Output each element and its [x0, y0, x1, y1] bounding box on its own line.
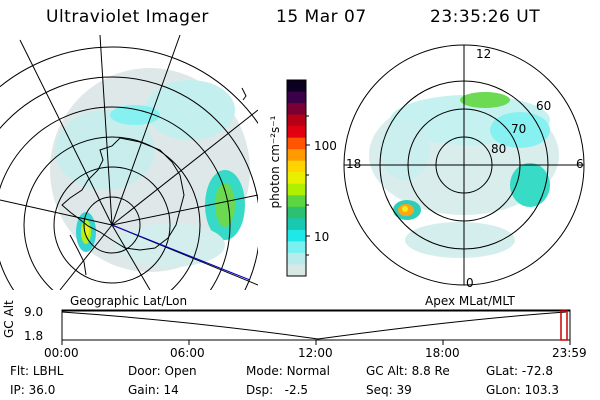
timeline-x-tick-2359: 23:59	[552, 346, 587, 360]
mag-mlt-lines	[344, 45, 584, 285]
mlt-label-6: 6	[576, 157, 584, 171]
colorbar-band	[287, 114, 306, 127]
colorbar-tick-10: 10	[314, 230, 330, 244]
mlat-label-70: 70	[511, 122, 527, 136]
status-seq: Seq: 39	[366, 383, 412, 397]
mlt-label-18: 18	[346, 157, 362, 171]
status-gain: Gain: 14	[128, 383, 179, 397]
image-date: 15 Mar 07	[276, 7, 367, 27]
colorbar-band	[287, 229, 306, 242]
timeline-x-tick-0000: 00:00	[44, 346, 79, 360]
colorbar	[287, 80, 306, 277]
colorbar-band	[287, 160, 306, 173]
colorbar-band	[287, 137, 306, 150]
instrument-title: Ultraviolet Imager	[46, 7, 209, 27]
colorbar-tick-100: 100	[314, 139, 337, 153]
timeline-y-tick-high: 9.0	[24, 305, 44, 319]
status-gc-alt: GC Alt: 8.8 Re	[366, 364, 450, 378]
colorbar-band	[287, 183, 306, 196]
timeline-y-axis-label: GC Alt	[2, 300, 16, 338]
mlat-label-80: 80	[491, 142, 507, 156]
status-door: Door: Open	[128, 364, 197, 378]
colorbar-band	[287, 241, 306, 254]
colorbar-band	[287, 172, 306, 185]
colorbar-band	[287, 80, 306, 93]
colorbar-frame	[286, 79, 307, 277]
altitude-timeline	[61, 309, 571, 345]
coastline-island	[241, 87, 247, 101]
colorbar-band	[287, 126, 306, 139]
geo-latitude-circles	[0, 46, 258, 290]
geographic-caption: Geographic Lat/Lon	[70, 294, 188, 308]
colorbar-band	[287, 91, 306, 104]
timeline-x-tick-1200: 12:00	[298, 346, 333, 360]
geographic-map	[0, 34, 258, 290]
image-time: 23:35:26 UT	[430, 7, 541, 27]
colorbar-band	[287, 195, 306, 208]
status-ip: IP: 36.0	[10, 383, 56, 397]
timeline-x-ticks	[61, 340, 571, 345]
status-mode: Mode: Normal	[246, 364, 330, 378]
sun-direction-line	[111, 224, 251, 281]
mlt-label-0: 0	[466, 276, 474, 290]
geo-emission	[50, 68, 250, 272]
altitude-curve	[61, 311, 567, 340]
magnetic-map	[343, 44, 585, 286]
colorbar-band	[287, 149, 306, 162]
timeline-x-tick-1800: 18:00	[425, 346, 460, 360]
colorbar-band	[287, 103, 306, 116]
current-time-marker	[560, 310, 568, 341]
mlt-label-12: 12	[476, 47, 492, 61]
colorbar-band	[287, 206, 306, 219]
colorbar-unit-label: photon cm⁻²s⁻¹	[268, 115, 282, 209]
colorbar-band	[287, 218, 306, 231]
status-glon: GLon: 103.3	[486, 383, 559, 397]
status-filter: Flt: LBHL	[10, 364, 64, 378]
colorbar-ticks	[306, 115, 310, 256]
colorbar-band	[287, 252, 306, 265]
timeline-y-tick-low: 1.8	[24, 329, 44, 343]
coastline-peninsula	[69, 234, 87, 276]
status-dsp: Dsp: -2.5	[246, 383, 309, 397]
magnetic-caption: Apex MLat/MLT	[425, 294, 515, 308]
mag-emission	[369, 92, 559, 258]
colorbar-band	[287, 264, 306, 277]
mlat-label-60: 60	[536, 99, 552, 113]
timeline-x-tick-0600: 06:00	[170, 346, 205, 360]
status-glat: GLat: -72.8	[486, 364, 553, 378]
